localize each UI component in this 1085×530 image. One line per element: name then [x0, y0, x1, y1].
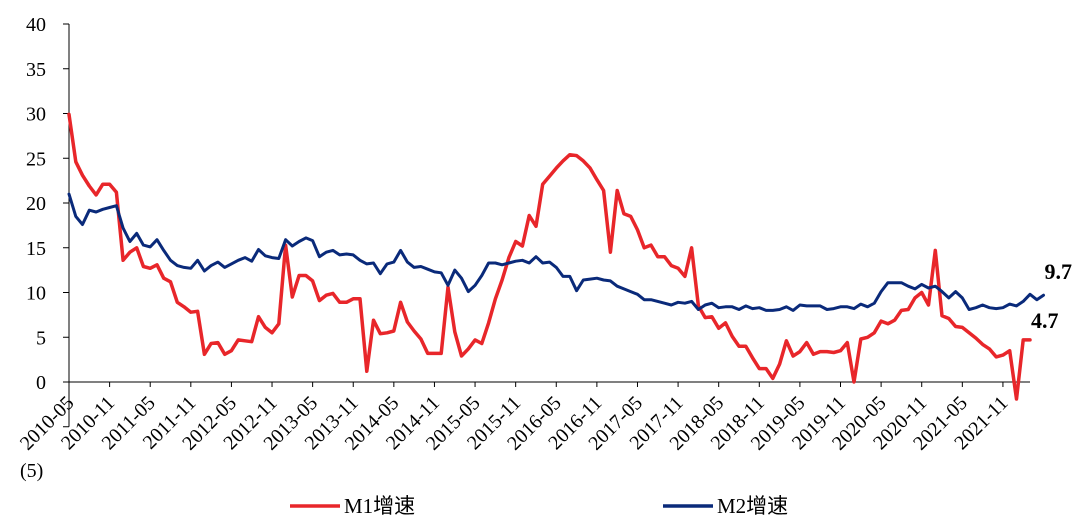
series-line-m1 [67, 112, 1032, 401]
x-axis-ticks: 2010-052010-112011-052011-112012-052012-… [16, 382, 1012, 455]
y-tick-label: 5 [36, 327, 46, 349]
legend-label: M2增速 [717, 494, 788, 518]
y-tick-label: 25 [26, 148, 46, 170]
y-tick-label: 10 [26, 283, 46, 305]
series-layer [67, 112, 1045, 401]
y-tick-label: 40 [26, 14, 46, 36]
y-tick-label: 30 [26, 104, 46, 126]
y-tick-label: 0 [36, 372, 46, 394]
end-value-label: 9.7 [1045, 259, 1073, 284]
legend-label: M1增速 [344, 494, 415, 518]
annotations: 9.7 4.7 [1031, 259, 1072, 333]
y-tick-label: (5) [20, 460, 43, 482]
end-value-label: 4.7 [1031, 308, 1059, 333]
axes [68, 24, 1030, 427]
y-tick-label: 20 [26, 193, 46, 215]
y-axis-ticks: (5) 0 5 10 15 20 25 30 35 40 [20, 14, 69, 482]
series-line-m2 [67, 192, 1045, 312]
legend: M1增速 M2增速 [290, 494, 788, 518]
y-tick-label: 15 [26, 238, 46, 260]
y-tick-label: 35 [26, 59, 46, 81]
